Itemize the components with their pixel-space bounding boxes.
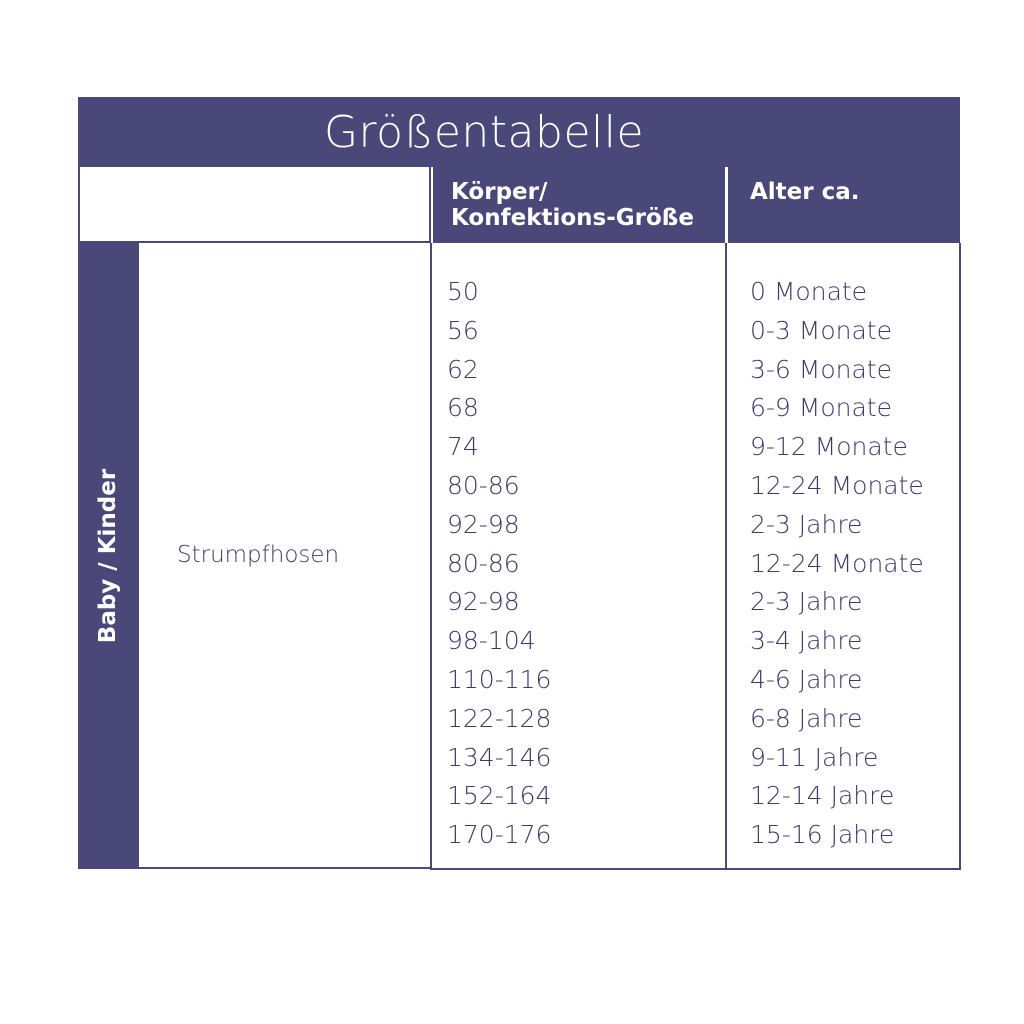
table-title: Größentabelle	[78, 97, 960, 167]
size-value: 92-98	[447, 509, 520, 539]
size-column: 50 56 62 68 74 80-86 92-98 80-86 92-98 98-104 110-…	[430, 243, 727, 870]
age-value: 0 Monate	[750, 277, 868, 306]
product-cell: Strumpfhosen	[139, 243, 431, 869]
product-name: Strumpfhosen	[177, 542, 340, 568]
age-value: 3-6 Monate	[750, 354, 892, 384]
size-value: 92-98	[447, 587, 520, 617]
age-column: 0 Monate 0-3 Monate 3-6 Monate 6-9 Monate 9-…	[725, 243, 961, 870]
age-value: 6-8 Jahre	[750, 703, 863, 733]
size-value: 134-146	[447, 742, 552, 772]
size-value: 74	[447, 432, 479, 462]
size-value: 80-86	[447, 548, 520, 578]
age-value: 12-24 Monate	[750, 548, 924, 578]
category-label: Baby / Kinder	[78, 243, 139, 869]
size-value: 62	[447, 354, 479, 384]
age-value: 3-4 Jahre	[750, 626, 863, 656]
header-blank-cell	[78, 167, 431, 243]
age-value: 15-16 Jahre	[750, 820, 895, 850]
size-value: 50	[447, 277, 479, 306]
age-value: 9-11 Jahre	[750, 742, 879, 772]
age-value: 12-24 Monate	[750, 470, 924, 500]
category-bar	[78, 243, 139, 869]
age-value: 2-3 Jahre	[750, 587, 863, 617]
size-value: 110-116	[447, 664, 552, 694]
age-value: 6-9 Monate	[750, 393, 892, 423]
title-text: Größentabelle	[323, 106, 645, 158]
age-value: 9-12 Monate	[750, 432, 908, 462]
size-value: 170-176	[447, 820, 552, 850]
age-value: 2-3 Jahre	[750, 509, 863, 539]
size-value: 122-128	[447, 703, 552, 733]
header-size-line1: Körper/	[451, 179, 548, 205]
size-value: 80-86	[447, 470, 520, 500]
size-value: 98-104	[447, 626, 536, 656]
header-age-text: Alter ca.	[750, 179, 860, 205]
size-value: 152-164	[447, 781, 552, 811]
age-value: 12-14 Jahre	[750, 781, 895, 811]
size-value: 68	[447, 393, 479, 423]
header-age: Alter ca.	[726, 167, 960, 243]
header-size-line2: Konfektions-Größe	[451, 205, 694, 231]
age-value: 4-6 Jahre	[750, 664, 863, 694]
category-text: Baby / Kinder	[95, 468, 122, 644]
size-value: 56	[447, 315, 479, 345]
age-value: 0-3 Monate	[750, 315, 892, 345]
header-size: Körper/ Konfektions-Größe	[431, 167, 725, 243]
